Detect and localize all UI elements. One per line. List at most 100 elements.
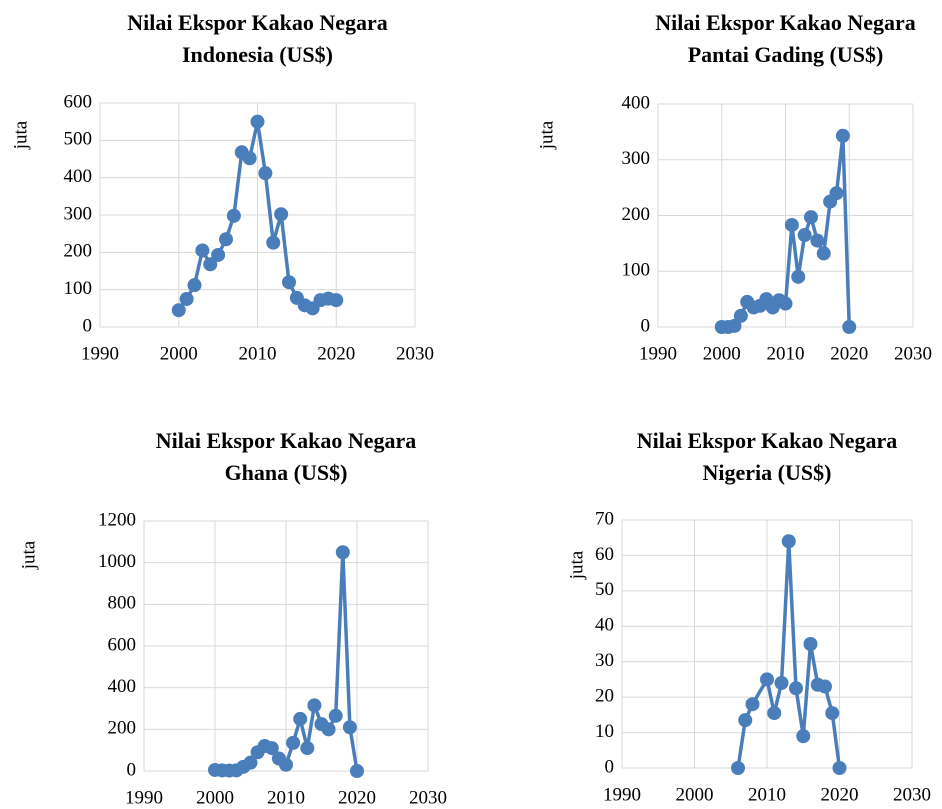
- y-axis-label: juta: [536, 120, 557, 150]
- chart-title: Nilai Ekspor Kakao Negara: [127, 10, 388, 35]
- data-point: [791, 269, 806, 284]
- data-point: [171, 303, 186, 318]
- x-tick-label: 2020: [317, 343, 355, 364]
- y-tick-label: 200: [622, 204, 651, 225]
- data-point: [179, 292, 194, 306]
- x-tick-label: 1990: [81, 343, 119, 364]
- x-tick-label: 2010: [767, 343, 805, 364]
- x-tick-label: 2020: [830, 343, 868, 364]
- data-point: [803, 637, 818, 651]
- y-tick-label: 600: [64, 91, 93, 112]
- data-line: [736, 541, 842, 769]
- data-point: [321, 722, 336, 737]
- data-point: [829, 186, 844, 201]
- data-point: [797, 228, 812, 243]
- y-tick-label: 300: [64, 203, 93, 224]
- data-point: [727, 318, 742, 333]
- y-tick-label: 500: [64, 129, 93, 150]
- y-tick-label: 400: [622, 92, 651, 113]
- data-point: [778, 296, 793, 311]
- x-tick-label: 2000: [676, 784, 714, 805]
- y-tick-label: 1200: [98, 509, 136, 530]
- data-point: [342, 720, 357, 735]
- data-point: [733, 308, 748, 323]
- y-axis-label: juta: [10, 120, 31, 150]
- x-tick-label: 1990: [639, 343, 677, 364]
- y-axis-label: juta: [18, 540, 39, 570]
- data-point: [211, 247, 226, 262]
- data-point: [835, 128, 850, 143]
- y-tick-label: 200: [64, 241, 93, 262]
- data-point: [774, 675, 789, 690]
- x-tick-label: 2030: [396, 343, 434, 364]
- y-tick-label: 1000: [98, 551, 136, 572]
- x-tick-label: 2030: [894, 343, 932, 364]
- y-tick-label: 30: [595, 650, 614, 671]
- chart-title: Indonesia (US$): [182, 42, 333, 67]
- chart-title: Nilai Ekspor Kakao Negara: [637, 428, 898, 453]
- data-point: [258, 166, 273, 181]
- data-point: [767, 706, 782, 721]
- data-point: [842, 320, 857, 334]
- x-tick-label: 1990: [603, 784, 641, 805]
- data-point: [293, 711, 308, 726]
- data-point: [195, 243, 210, 258]
- x-tick-label: 2000: [160, 343, 198, 364]
- x-tick-label: 2020: [338, 787, 376, 808]
- y-tick-label: 600: [108, 634, 137, 655]
- data-point: [242, 151, 257, 166]
- data-point: [796, 729, 811, 744]
- data-point: [816, 246, 831, 261]
- y-tick-label: 300: [622, 148, 651, 169]
- y-tick-label: 0: [83, 315, 93, 336]
- data-point: [243, 755, 258, 770]
- data-point: [832, 761, 847, 775]
- data-point: [760, 672, 774, 687]
- data-point: [745, 697, 760, 712]
- chart-title: Nigeria (US$): [703, 460, 832, 485]
- y-tick-label: 50: [595, 579, 614, 600]
- chart-title: Ghana (US$): [225, 460, 348, 485]
- data-point: [203, 257, 218, 272]
- y-tick-label: 10: [595, 721, 614, 742]
- data-point: [825, 706, 840, 721]
- y-tick-label: 40: [595, 615, 614, 636]
- x-tick-label: 1990: [125, 787, 163, 808]
- y-tick-label: 0: [605, 756, 615, 777]
- data-point: [279, 757, 293, 772]
- x-tick-label: 2030: [893, 784, 931, 805]
- chart-title: Pantai Gading (US$): [688, 42, 884, 67]
- y-tick-label: 60: [595, 544, 614, 565]
- y-tick-label: 100: [64, 278, 93, 299]
- x-tick-label: 2010: [748, 784, 786, 805]
- y-tick-label: 400: [108, 676, 137, 697]
- data-point: [329, 293, 344, 308]
- data-point: [789, 681, 803, 696]
- data-point: [219, 232, 233, 247]
- data-point: [810, 233, 825, 248]
- data-point: [335, 545, 350, 560]
- x-tick-label: 2010: [239, 343, 277, 364]
- data-point: [286, 735, 301, 750]
- data-point: [266, 235, 281, 250]
- x-tick-label: 2000: [196, 787, 234, 808]
- y-tick-label: 0: [641, 315, 651, 336]
- data-point: [781, 534, 796, 549]
- y-tick-label: 100: [622, 260, 651, 281]
- data-point: [804, 210, 818, 225]
- x-tick-label: 2000: [703, 343, 741, 364]
- data-point: [264, 741, 279, 756]
- y-axis-label: juta: [566, 550, 587, 580]
- data-point: [784, 217, 799, 232]
- data-point: [328, 708, 343, 723]
- chart-title: Nilai Ekspor Kakao Negara: [156, 428, 417, 453]
- data-point: [274, 207, 289, 222]
- y-tick-label: 400: [64, 166, 93, 187]
- y-tick-label: 70: [595, 508, 614, 529]
- y-tick-label: 800: [108, 593, 137, 614]
- x-tick-label: 2020: [821, 784, 859, 805]
- data-point: [818, 679, 832, 694]
- data-point: [731, 761, 745, 775]
- data-point: [226, 208, 241, 223]
